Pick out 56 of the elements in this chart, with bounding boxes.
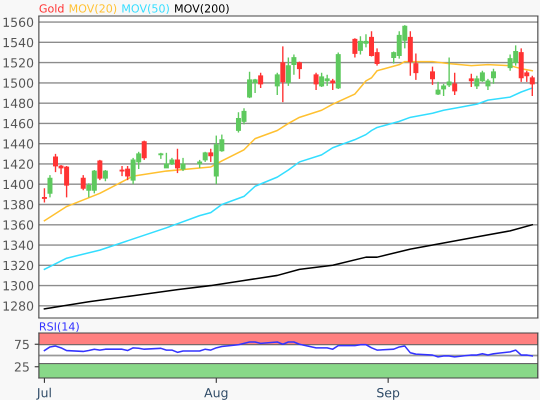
candlestick [314, 72, 319, 91]
candlestick [296, 60, 302, 80]
x-tick-label: Sep [377, 388, 400, 400]
line-series [44, 87, 534, 270]
candlestick [80, 174, 86, 192]
candlestick [97, 159, 102, 181]
candlestick [142, 140, 147, 161]
candlestick [352, 38, 358, 58]
y-tick-label: 75 [14, 340, 29, 350]
y-tick-label: 25 [14, 362, 29, 372]
candlestick [490, 68, 496, 85]
candlestick [42, 188, 47, 204]
series-label: RSI(14) [40, 322, 79, 332]
candlestick [468, 73, 474, 88]
y-tick-label: 1360 [4, 220, 34, 230]
y-tick-label: 1480 [4, 98, 34, 108]
candlestick [202, 151, 208, 163]
candlestick [413, 52, 418, 81]
y-tick-label: 1340 [4, 240, 34, 250]
y-tick-label: 1520 [4, 58, 34, 68]
candlestick [436, 81, 441, 96]
candlestick [258, 72, 264, 89]
candlestick [174, 148, 180, 174]
text: MOV(50) [122, 4, 169, 14]
candlestick [441, 83, 446, 97]
text: Gold [40, 4, 64, 13]
candlestick [208, 148, 214, 163]
candlestick [180, 157, 186, 172]
candlestick [291, 54, 296, 76]
x-tick-label: Jul [36, 388, 51, 400]
candlestick [446, 56, 452, 88]
candlestick [102, 169, 108, 182]
candlestick [330, 78, 336, 91]
candlestick [452, 72, 458, 96]
y-tick-label: 1540 [4, 38, 34, 48]
y-tick-label: 1320 [4, 260, 34, 270]
y-tick-label: 1460 [4, 118, 34, 128]
y-tick-label: 1560 [4, 18, 34, 28]
candlestick [274, 72, 280, 96]
x-tick-label: Aug [204, 388, 228, 400]
line-series [44, 224, 534, 310]
candlestick [47, 174, 52, 198]
y-tick-label: 1400 [4, 180, 34, 190]
candlestick [430, 66, 436, 86]
y-tick-label: 1500 [4, 78, 34, 88]
y-tick-label: 1300 [4, 281, 34, 290]
y-tick-label: 1380 [4, 200, 34, 210]
candlestick [530, 75, 535, 97]
line-series [44, 341, 534, 358]
y-tick-label: 1420 [4, 159, 34, 169]
y-tick-label: 1280 [4, 301, 34, 311]
text: MOV(20) [70, 4, 116, 14]
candlestick [286, 56, 291, 87]
text: MOV(200) [175, 4, 229, 14]
candlestick [280, 46, 286, 103]
y-tick-label: 1440 [4, 139, 34, 149]
